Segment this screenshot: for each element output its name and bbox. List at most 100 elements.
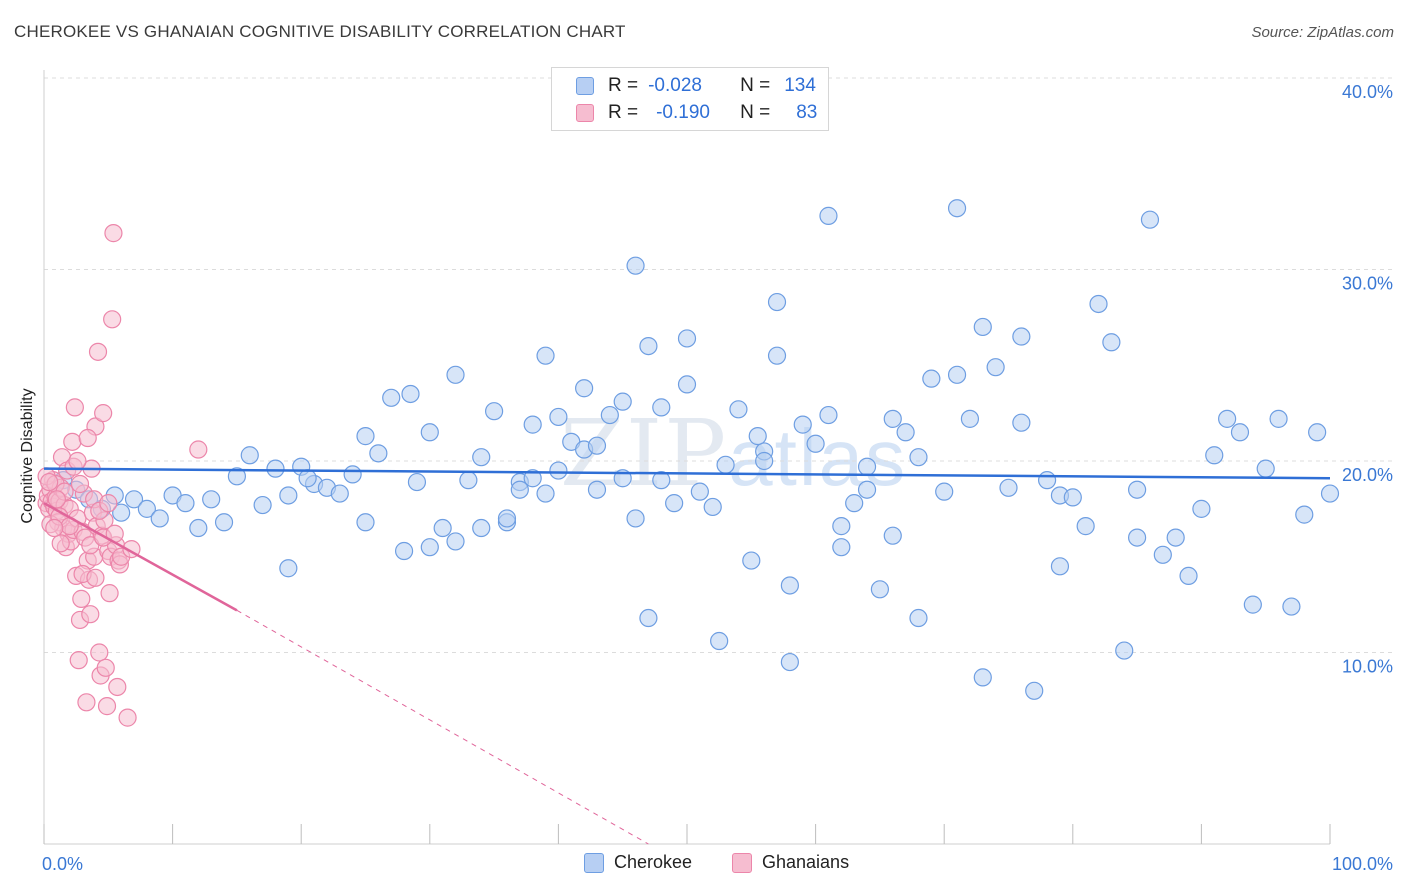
ghanaian-point [97, 697, 117, 716]
ghanaian-point [86, 568, 105, 587]
ghanaian-point [45, 518, 64, 538]
series-legend: Cherokee Ghanaians [0, 852, 1406, 876]
ghanaian-point [100, 584, 119, 603]
cherokee-point [523, 469, 542, 488]
chart-title: CHEROKEE VS GHANAIAN COGNITIVE DISABILIT… [14, 22, 626, 41]
y-tick-label: 30.0% [1342, 274, 1393, 294]
cherokee-point [767, 346, 787, 365]
cherokee-point [343, 465, 362, 484]
ghanaian-point [69, 651, 88, 670]
cherokee-point [1153, 545, 1172, 564]
cherokee-point [1025, 681, 1044, 700]
ghanaian-point [68, 451, 87, 471]
cherokee-point [1179, 566, 1198, 586]
cherokee-point [459, 471, 478, 490]
ghanaian-point [77, 693, 96, 712]
legend-row-ghanaians: R = -0.190 N = 83 [576, 101, 817, 125]
cherokee-point [1192, 499, 1211, 518]
cherokee-point [1218, 409, 1237, 428]
cherokee-point [549, 407, 568, 427]
cherokee-point [510, 480, 529, 499]
cherokee-point [767, 292, 787, 312]
cherokee-point [1089, 294, 1108, 314]
cherokee-point [150, 509, 169, 528]
cherokee-point [298, 469, 317, 488]
cherokee-point [922, 369, 941, 388]
ghanaian-trend-line [43, 502, 238, 612]
cherokee-point [652, 398, 671, 417]
cherokee-point [896, 423, 915, 442]
y-tick-label: 40.0% [1342, 82, 1393, 102]
ghanaian-point [78, 428, 97, 448]
cherokee-point [1063, 488, 1082, 507]
cherokee-point [883, 409, 902, 428]
cherokee-point [677, 329, 697, 348]
cherokee-point [1037, 471, 1057, 490]
cherokee-point [433, 518, 452, 538]
cherokee-point [369, 444, 388, 463]
cherokee-point [1243, 595, 1262, 614]
ghanaian-point [108, 677, 127, 697]
ghanaian-point [94, 404, 113, 423]
cherokee-point [1320, 484, 1340, 503]
cherokee-point [665, 494, 684, 513]
cherokee-point [652, 471, 671, 490]
cherokee-point [947, 365, 967, 384]
cherokee-point [1256, 459, 1275, 478]
cherokee-point [677, 375, 697, 394]
ghanaian-point [103, 310, 122, 329]
legend-row-cherokee: R = -0.028 N = 134 [576, 74, 816, 98]
cherokee-point [112, 503, 131, 522]
cherokee-point [189, 518, 208, 538]
legend-item-cherokee: Cherokee [584, 852, 692, 873]
y-axis-label: Cognitive Disability [19, 388, 36, 524]
y-tick-label: 10.0% [1342, 657, 1393, 677]
cherokee-point [845, 494, 864, 513]
ghanaian-point [99, 494, 118, 513]
cherokee-point [124, 490, 144, 509]
ghanaian-point [118, 708, 137, 727]
cherokee-point [1295, 505, 1314, 524]
cherokee-point [973, 668, 992, 687]
cherokee-point [1166, 528, 1185, 547]
cherokee-point [587, 436, 607, 455]
cherokee-point [1282, 597, 1301, 616]
legend-item-ghanaians: Ghanaians [732, 852, 849, 873]
cherokee-trend-line [43, 467, 1331, 480]
ghanaian-point [51, 534, 70, 553]
cherokee-point [137, 499, 156, 518]
ghanaian-point [65, 398, 84, 417]
r-value: -0.028 [648, 75, 702, 96]
cherokee-point [1230, 423, 1250, 442]
cherokee-point [1012, 413, 1031, 432]
cherokee-point [176, 494, 195, 513]
cherokee-point [279, 486, 298, 505]
ghanaian-point [90, 643, 109, 662]
cherokee-point [600, 405, 619, 425]
cherokee-point [446, 365, 465, 384]
cherokee-point [755, 451, 774, 471]
cherokee-point [613, 392, 632, 411]
cherokee-point [1127, 480, 1147, 499]
cherokee-swatch [576, 77, 594, 95]
ghanaian-legend-swatch [732, 852, 752, 873]
cherokee-point [1127, 528, 1147, 547]
cherokee-point [716, 455, 735, 474]
cherokee-point [819, 405, 838, 425]
cherokee-point [793, 415, 812, 434]
cherokee-point [986, 358, 1005, 377]
cherokee-point [960, 409, 980, 428]
cherokee-point [780, 576, 799, 595]
cherokee-point [1050, 557, 1070, 576]
cherokee-point [330, 484, 349, 503]
n-label: N = [740, 75, 771, 96]
cherokee-point [420, 423, 439, 442]
cherokee-point [780, 652, 799, 672]
cherokee-point [806, 434, 825, 453]
r-label: R = [608, 102, 639, 123]
cherokee-point [819, 206, 838, 225]
cherokee-point [690, 482, 709, 501]
cherokee-point [253, 495, 272, 515]
cherokee-point [973, 317, 992, 337]
